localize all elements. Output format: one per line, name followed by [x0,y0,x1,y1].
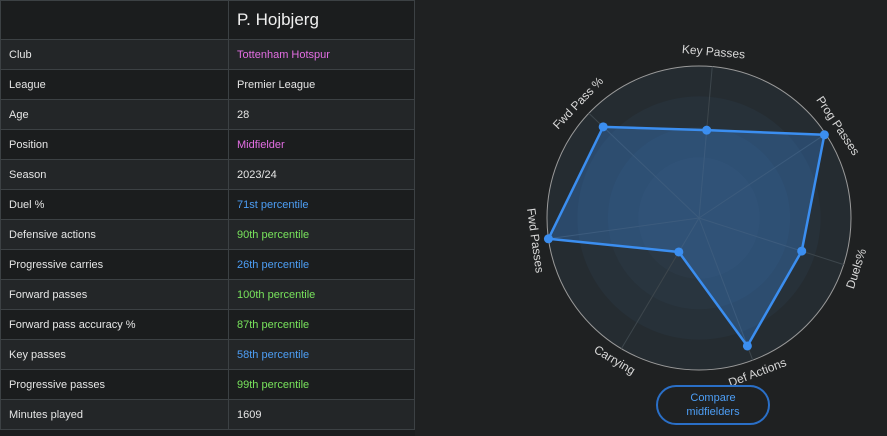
stat-label: League [0,69,229,100]
table-row: Season 2023/24 [0,159,415,190]
stat-value: 99th percentile [228,369,415,400]
stat-value: 58th percentile [228,339,415,370]
table-row: Duel % 71st percentile [0,189,415,220]
table-row: Age 28 [0,99,415,130]
radar-spoke [588,112,700,219]
stat-value: Tottenham Hotspur [228,39,415,70]
stat-value: 71st percentile [228,189,415,220]
stat-label: Defensive actions [0,219,229,250]
radar-point-fwd-passes[interactable] [543,234,553,244]
radar-spoke [548,217,700,240]
player-stats-table: P. Hojbjerg Club Tottenham Hotspur League P… [0,0,415,430]
table-row: League Premier League [0,69,415,100]
stat-value: 26th percentile [228,249,415,280]
stat-value: 87th percentile [228,309,415,340]
radar-point-prog-passes[interactable] [819,130,829,140]
stat-label: Forward passes [0,279,229,310]
table-row: Position Midfielder [0,129,415,160]
stat-label: Progressive carries [0,249,229,280]
radar-point-def-actions[interactable] [742,341,752,351]
table-row: Minutes played 1609 [0,399,415,430]
stat-label: Forward pass accuracy % [0,309,229,340]
stat-value: Midfielder [228,129,415,160]
table-row: Progressive carries 26th percentile [0,249,415,280]
stat-value: 90th percentile [228,219,415,250]
table-header-row: P. Hojbjerg [0,0,415,40]
radar-series-area [547,125,826,348]
stat-label: Position [0,129,229,160]
radar-point-fwd-pass-[interactable] [598,122,608,132]
radar-spoke [620,217,700,349]
stat-label: Club [0,39,229,70]
radar-spoke [698,133,826,219]
radar-spoke [698,217,844,266]
player-name: P. Hojbjerg [228,0,415,40]
stat-value: 1609 [228,399,415,430]
radar-point-key-passes[interactable] [702,125,712,135]
stat-label: Season [0,159,229,190]
axis-label: Key Passes [681,42,745,61]
stat-label: Duel % [0,189,229,220]
radar-spoke [698,66,713,219]
axis-label: Fwd Passes [524,207,547,274]
stat-value: 28 [228,99,415,130]
player-stats-panel: P. Hojbjerg Club Tottenham Hotspur League P… [0,0,415,436]
stat-label: Minutes played [0,399,229,430]
table-row: Forward passes 100th percentile [0,279,415,310]
radar-point-carrying[interactable] [674,247,684,257]
stat-label: Key passes [0,339,229,370]
table-row: Club Tottenham Hotspur [0,39,415,70]
table-row: Key passes 58th percentile [0,339,415,370]
stat-value: Premier League [228,69,415,100]
stat-label: Age [0,99,229,130]
header-empty-cell [0,0,229,40]
compare-midfielders-button[interactable]: Compare midfielders [656,385,770,425]
table-row: Defensive actions 90th percentile [0,219,415,250]
radar-spoke [698,217,754,361]
table-row: Forward pass accuracy % 87th percentile [0,309,415,340]
stat-value: 100th percentile [228,279,415,310]
stat-label: Progressive passes [0,369,229,400]
radar-point-duels-[interactable] [797,246,807,256]
stat-value: 2023/24 [228,159,415,190]
table-row: Progressive passes 99th percentile [0,369,415,400]
